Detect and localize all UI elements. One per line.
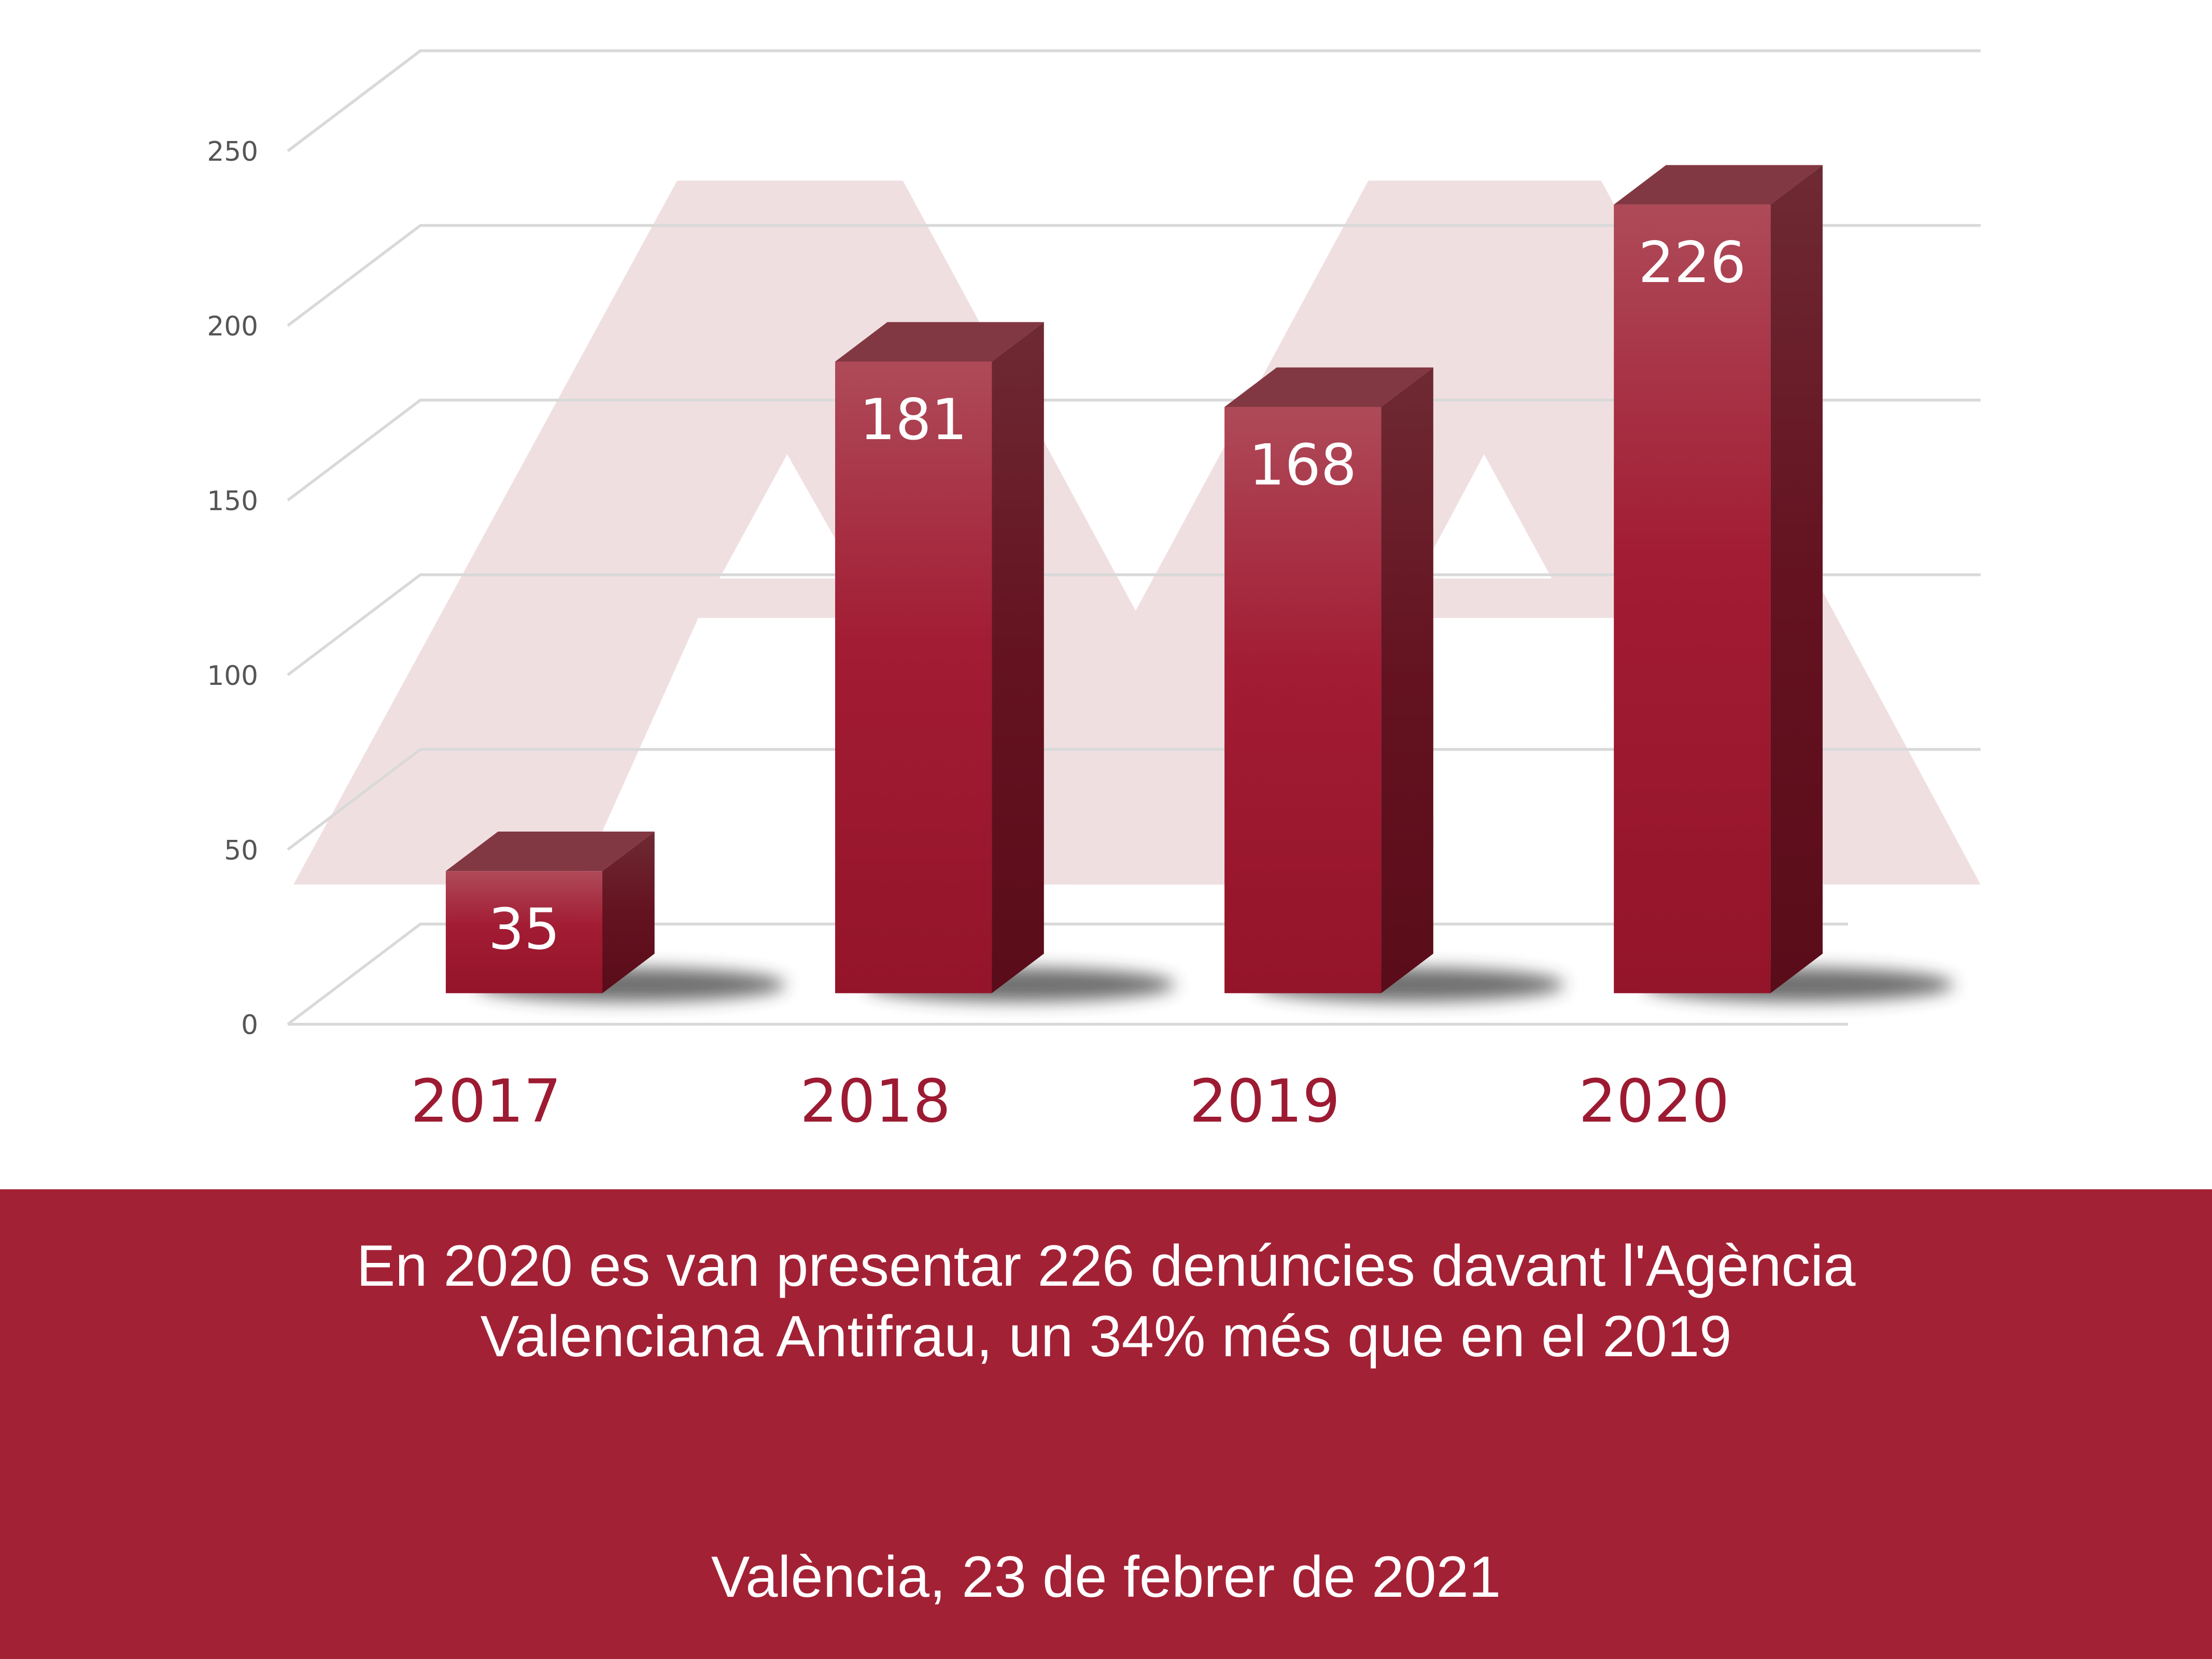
gridline <box>287 573 1981 677</box>
gridline <box>287 49 1981 152</box>
y-tick-label: 150 <box>207 486 258 517</box>
x-tick-label: 2020 <box>1579 1066 1729 1135</box>
bar-top <box>1614 165 1823 205</box>
x-tick-label: 2018 <box>800 1066 951 1135</box>
bar <box>1614 204 1771 993</box>
y-tick-label: 100 <box>207 660 258 692</box>
bar-value-label: 168 <box>1249 432 1357 498</box>
x-tick-label: 2019 <box>1189 1066 1340 1135</box>
bar-value-label: 35 <box>488 896 560 962</box>
bar <box>445 871 602 993</box>
y-tick-label: 250 <box>207 136 258 167</box>
gridline <box>287 399 1981 502</box>
gridline <box>287 224 1981 327</box>
y-tick-label: 0 <box>241 1010 258 1041</box>
y-tick-label: 200 <box>207 311 258 342</box>
x-axis-labels: 2017 2018 2019 2020 <box>411 1066 1729 1135</box>
x-tick-label: 2017 <box>411 1066 561 1135</box>
headline-line-1: En 2020 es van presentar 226 denúncies d… <box>356 1233 1856 1298</box>
headline-line-2: Valenciana Antifrau, un 34% més que en e… <box>480 1304 1732 1369</box>
y-axis-ticks: 0 50 100 150 200 250 <box>207 136 258 1041</box>
bar-side <box>602 831 655 993</box>
y-tick-label: 50 <box>224 835 258 866</box>
bar <box>1224 406 1382 993</box>
headline: En 2020 es van presentar 226 denúncies d… <box>0 1231 2212 1372</box>
date-line: València, 23 de febrer de 2021 <box>711 1544 1501 1609</box>
bar-side <box>1770 165 1823 993</box>
gridline <box>287 49 1981 152</box>
bar-chart: 0 50 100 150 200 250 35 181 168 226 2017 2018 2019… <box>207 49 1981 1135</box>
bar-top <box>1224 367 1433 407</box>
banner: En 2020 es van presentar 226 denúncies d… <box>0 1189 2212 1659</box>
bar-top <box>835 322 1044 362</box>
bar-side <box>1381 367 1433 993</box>
bar-value-label: 181 <box>860 387 967 453</box>
bar <box>835 361 992 993</box>
bar-side <box>992 322 1044 993</box>
gridline <box>287 748 1981 851</box>
bar-value-label: 226 <box>1638 230 1746 296</box>
bars: 35 181 168 226 <box>445 165 1954 1002</box>
bar-top <box>445 831 655 871</box>
